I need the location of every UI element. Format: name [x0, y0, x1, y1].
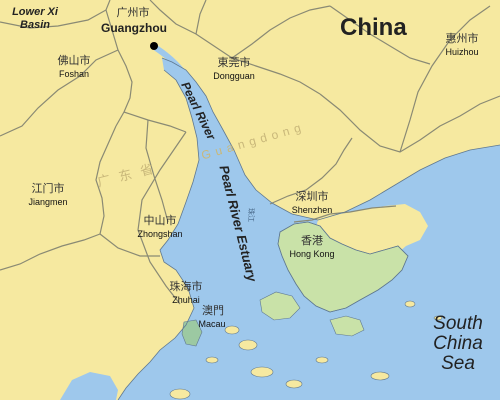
country-label: China [340, 14, 407, 41]
foshan-cn-label: 佛山市 [57, 55, 91, 67]
estuary-inner-water [198, 170, 236, 258]
zhongshan-en-label: Zhongshan [137, 229, 183, 239]
macau-cn-label: 澳門 [202, 305, 224, 317]
hong-kong-cn-label: 香港 [301, 235, 323, 247]
west-bay-water [60, 372, 118, 400]
pearl-river-channel [153, 45, 213, 173]
coastlines [117, 57, 500, 400]
dongguan-cn-label: 東莞市 [217, 57, 251, 69]
zhuhai-en-label: Zhuhai [172, 295, 200, 305]
guangzhou-en-label: Guangzhou [101, 21, 167, 35]
zhongshan-cn-label: 中山市 [143, 215, 177, 227]
lower-xi-basin-text: Lower Xi Basin [12, 6, 58, 31]
macau-en-label: Macau [198, 319, 226, 329]
jiangmen-cn-label: 江门市 [31, 183, 65, 195]
zhuhai-cn-label: 珠海市 [169, 281, 203, 293]
estuary-cn-label: 珠江 [247, 208, 254, 222]
guangzhou-cn-label: 广州市 [116, 7, 150, 19]
lantau-island [259, 291, 301, 321]
shenzhen-en-label: Shenzhen [291, 205, 333, 215]
hong-kong-island [329, 315, 365, 337]
shenzhen-cn-label: 深圳市 [295, 191, 329, 203]
islands [169, 300, 443, 400]
sea-label: South China Sea [433, 313, 483, 374]
jiangmen-en-label: Jiangmen [28, 197, 68, 207]
huizhou-en-label: Huizhou [445, 47, 479, 57]
guangzhou-city-marker [150, 42, 158, 50]
administrative-borders [0, 0, 500, 305]
dongguan-en-label: Dongguan [213, 71, 255, 81]
foshan-en-label: Foshan [58, 69, 90, 79]
lower-xi-basin-label: Lower Xi Basin [6, 6, 64, 32]
huizhou-cn-label: 惠州市 [445, 33, 479, 45]
hong-kong-en-label: Hong Kong [289, 249, 335, 259]
macau-territory [181, 319, 203, 347]
